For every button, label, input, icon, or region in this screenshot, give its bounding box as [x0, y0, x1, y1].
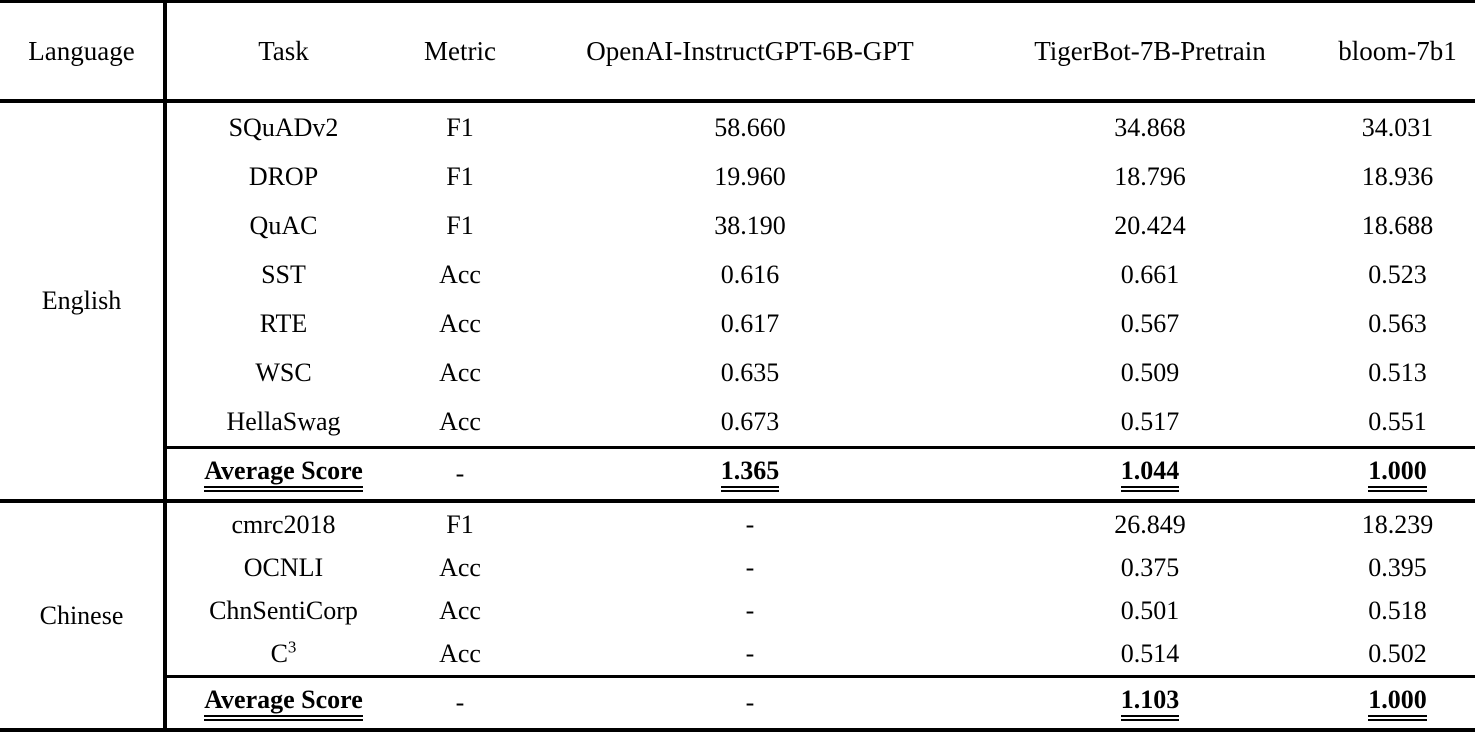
header-model-bloom: bloom-7b1 — [1320, 1, 1475, 103]
section-english: English SQuADv2 F1 58.660 34.868 34.031 … — [0, 101, 1475, 503]
score-bloom: 34.031 — [1361, 112, 1434, 142]
table-row: Chinese cmrc2018 F1 - 26.849 18.239 — [0, 501, 1475, 730]
score-bloom: 0.513 — [1368, 357, 1427, 387]
metric-name: Acc — [439, 357, 481, 387]
table-row: C3 Acc - 0.514 0.502 — [0, 632, 1475, 677]
table-row: DROP F1 19.960 18.796 18.936 — [0, 152, 1475, 201]
metric-name: F1 — [446, 161, 474, 191]
score-tigerbot: 18.796 — [1114, 161, 1186, 191]
task-name: DROP — [248, 161, 319, 191]
average-score-tigerbot: 1.044 — [980, 446, 1320, 503]
score-openai: 19.960 — [714, 161, 786, 191]
table-row: HellaSwag Acc 0.673 0.517 0.551 — [0, 397, 1475, 448]
score-bloom: 18.688 — [1361, 210, 1434, 240]
header-task: Task — [165, 1, 400, 103]
score-openai: 0.617 — [720, 308, 780, 338]
average-score-row-english: Average Score - 1.365 1.044 1.000 — [0, 446, 1475, 503]
table-row: ChnSentiCorp Acc - 0.501 0.518 — [0, 589, 1475, 632]
language-label-english: English — [0, 101, 167, 503]
task-name: cmrc2018 — [231, 509, 336, 539]
score-bloom: 0.523 — [1368, 259, 1427, 289]
task-name: SST — [261, 259, 306, 289]
score-tigerbot: 26.849 — [1114, 509, 1186, 539]
average-score-bloom: 1.000 — [1320, 446, 1475, 503]
average-metric: - — [400, 446, 520, 503]
language-label-chinese: Chinese — [0, 501, 167, 730]
table-row: QuAC F1 38.190 20.424 18.688 — [0, 201, 1475, 250]
average-score-row-chinese: Average Score - - 1.103 1.000 — [0, 675, 1475, 730]
average-score-tigerbot: 1.103 — [980, 675, 1320, 730]
average-score-openai: 1.365 — [520, 446, 980, 503]
average-score-bloom: 1.000 — [1320, 675, 1475, 730]
metric-name: Acc — [439, 638, 481, 668]
score-tigerbot: 0.509 — [1120, 357, 1180, 387]
table-row: RTE Acc 0.617 0.567 0.563 — [0, 299, 1475, 348]
table-row: SST Acc 0.616 0.661 0.523 — [0, 250, 1475, 299]
score-bloom: 18.239 — [1361, 509, 1434, 539]
average-metric: - — [400, 675, 520, 730]
average-score-openai: - — [520, 675, 980, 730]
score-openai: 38.190 — [714, 210, 786, 240]
score-bloom: 18.936 — [1361, 161, 1434, 191]
score-openai: - — [745, 552, 755, 582]
header-language: Language — [0, 1, 167, 103]
table-row: WSC Acc 0.635 0.509 0.513 — [0, 348, 1475, 397]
table-row: English SQuADv2 F1 58.660 34.868 34.031 — [0, 101, 1475, 503]
metric-name: F1 — [446, 210, 474, 240]
score-openai: - — [745, 638, 755, 668]
metric-name: Acc — [439, 595, 481, 625]
metric-name: F1 — [446, 112, 474, 142]
table-header-row: Language Task Metric OpenAI-InstructGPT-… — [0, 1, 1475, 103]
score-tigerbot: 20.424 — [1114, 210, 1186, 240]
average-score-label: Average Score — [165, 675, 400, 730]
metric-name: F1 — [446, 509, 474, 539]
task-name: SQuADv2 — [228, 112, 339, 142]
superscript-3: 3 — [287, 636, 297, 656]
score-bloom: 0.518 — [1368, 595, 1427, 625]
score-openai: - — [745, 509, 755, 539]
metric-name: Acc — [439, 259, 481, 289]
task-name: HellaSwag — [226, 406, 341, 436]
score-tigerbot: 0.567 — [1120, 308, 1180, 338]
score-openai: 0.635 — [720, 357, 780, 387]
score-tigerbot: 0.514 — [1120, 638, 1180, 668]
score-openai: - — [745, 595, 755, 625]
score-tigerbot: 0.501 — [1120, 595, 1180, 625]
header-model-openai-instructgpt: OpenAI-InstructGPT-6B-GPT — [520, 1, 980, 103]
score-tigerbot: 34.868 — [1114, 112, 1186, 142]
score-openai: 0.673 — [720, 406, 780, 436]
header-metric: Metric — [400, 1, 520, 103]
header-model-tigerbot-pretrain: TigerBot-7B-Pretrain — [980, 1, 1320, 103]
score-bloom: 0.395 — [1368, 552, 1427, 582]
metric-name: Acc — [439, 308, 481, 338]
score-bloom: 0.563 — [1368, 308, 1427, 338]
metric-name: Acc — [439, 552, 481, 582]
score-bloom: 0.551 — [1368, 406, 1427, 436]
metric-name: Acc — [439, 406, 481, 436]
average-score-label: Average Score — [165, 446, 400, 503]
table-row: OCNLI Acc - 0.375 0.395 — [0, 546, 1475, 589]
section-chinese: Chinese cmrc2018 F1 - 26.849 18.239 OCNL… — [0, 501, 1475, 730]
task-name: ChnSentiCorp — [209, 595, 358, 625]
task-name: RTE — [259, 308, 308, 338]
score-tigerbot: 0.375 — [1120, 552, 1180, 582]
score-bloom: 0.502 — [1368, 638, 1427, 668]
task-name: OCNLI — [243, 552, 324, 582]
task-name: WSC — [255, 357, 312, 387]
task-name-c3: C3 — [270, 636, 297, 668]
score-openai: 58.660 — [714, 112, 786, 142]
score-tigerbot: 0.661 — [1120, 259, 1180, 289]
score-openai: 0.616 — [720, 259, 780, 289]
task-name: QuAC — [249, 210, 318, 240]
score-tigerbot: 0.517 — [1120, 406, 1180, 436]
